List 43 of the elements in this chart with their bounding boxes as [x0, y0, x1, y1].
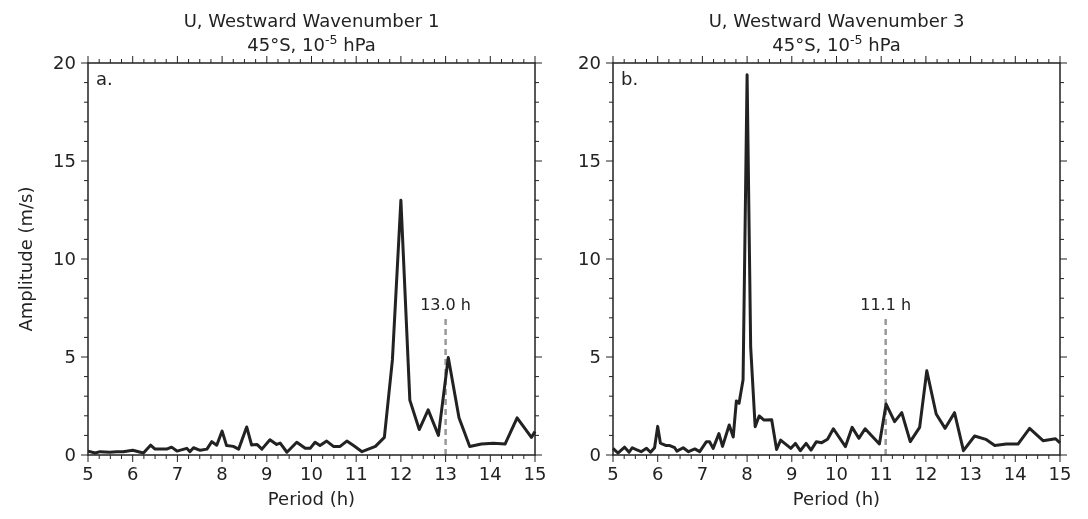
annotation: a.: [96, 68, 113, 89]
y-tick-label: 10: [578, 248, 601, 269]
x-tick-label: 8: [741, 463, 753, 484]
ref-line-label: 11.1 h: [860, 294, 912, 314]
x-tick-label: 9: [786, 463, 798, 484]
ref-line-label: 13.0 h: [420, 294, 472, 314]
annotation: b.: [621, 68, 639, 89]
y-tick-label: 0: [589, 444, 601, 465]
x-tick-label: 13: [959, 463, 983, 484]
x-tick-label: 7: [696, 463, 709, 484]
chart-title: U, Westward Wavenumber 3: [708, 10, 965, 31]
x-tick-label: 11: [869, 463, 893, 484]
x-axis-title: Period (h): [792, 488, 881, 509]
x-axis-title: Period (h): [267, 488, 356, 509]
y-tick-label: 10: [53, 248, 76, 269]
y-tick-label: 20: [53, 52, 76, 73]
x-tick-label: 5: [607, 463, 619, 484]
y-tick-label: 15: [578, 150, 601, 171]
x-tick-label: 15: [523, 463, 547, 484]
x-tick-label: 15: [1048, 463, 1072, 484]
x-tick-label: 6: [126, 463, 139, 484]
y-tick-label: 5: [589, 346, 601, 367]
x-tick-label: 5: [82, 463, 94, 484]
chart-subtitle: 45°S, 10$^{-5}$ hPa: [772, 31, 901, 55]
x-tick-label: 8: [216, 463, 228, 484]
x-tick-label: 6: [651, 463, 664, 484]
x-tick-label: 13: [434, 463, 458, 484]
x-tick-label: 14: [478, 463, 502, 484]
chart-title: U, Westward Wavenumber 1: [183, 10, 440, 31]
x-tick-label: 14: [1003, 463, 1027, 484]
x-tick-label: 10: [825, 463, 848, 484]
y-tick-label: 20: [578, 52, 601, 73]
chart-subtitle: 45°S, 10$^{-5}$ hPa: [247, 31, 376, 55]
x-tick-label: 12: [914, 463, 938, 484]
y-tick-label: 5: [64, 346, 76, 367]
y-tick-label: 0: [64, 444, 76, 465]
x-tick-label: 9: [261, 463, 273, 484]
x-tick-label: 10: [300, 463, 323, 484]
y-axis-title: Amplitude (m/s): [15, 186, 36, 332]
y-tick-label: 15: [53, 150, 76, 171]
x-tick-label: 11: [344, 463, 368, 484]
x-tick-label: 12: [389, 463, 413, 484]
x-tick-label: 7: [171, 463, 184, 484]
